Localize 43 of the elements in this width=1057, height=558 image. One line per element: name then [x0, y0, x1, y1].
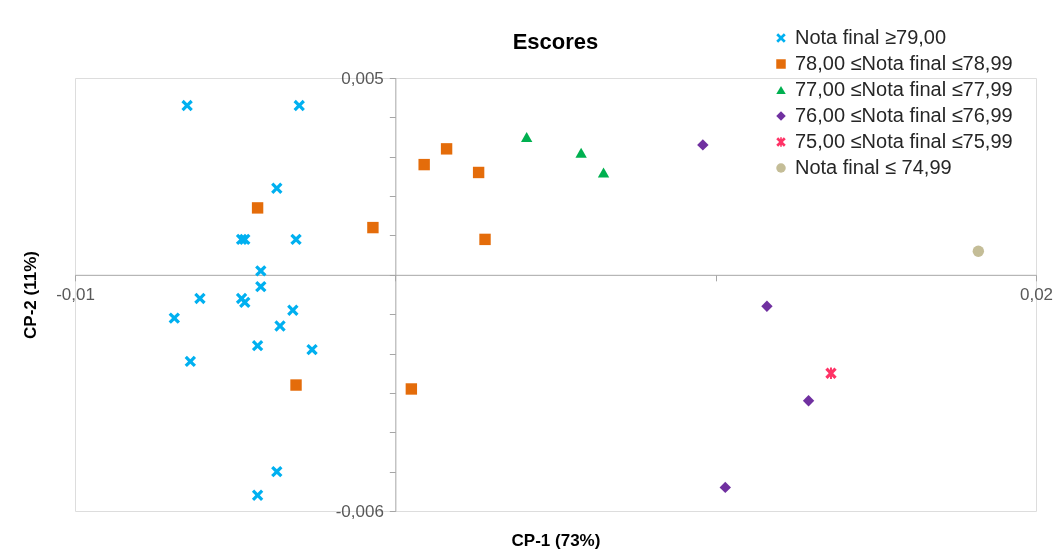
y-tick-label: -0,006 [335, 501, 384, 521]
point [367, 221, 379, 234]
point [274, 320, 286, 332]
point [802, 395, 815, 407]
x-tick-label: -0,01 [56, 285, 95, 305]
x-axis-title: CP-1 (73%) [511, 530, 601, 550]
point [255, 265, 267, 277]
point [418, 158, 430, 171]
point [440, 143, 453, 155]
legend-label: 75,00 ≤Nota final ≤75,99 [795, 130, 1013, 152]
point [239, 296, 251, 309]
point [575, 147, 587, 158]
point [472, 166, 485, 179]
point [293, 99, 305, 112]
legend-label: 78,00 ≤Nota final ≤78,99 [795, 52, 1013, 74]
point [251, 202, 264, 214]
legend-label: Nota final ≤ 74,99 [795, 156, 952, 178]
legend-label: 76,00 ≤Nota final ≤76,99 [795, 104, 1013, 126]
point [251, 489, 264, 501]
point [761, 300, 773, 313]
legend-label: Nota final ≥79,00 [795, 26, 947, 48]
point [184, 355, 197, 368]
point [520, 132, 533, 142]
point [972, 245, 985, 257]
point [239, 233, 251, 246]
point [287, 304, 299, 316]
point [405, 383, 418, 395]
point [168, 312, 180, 324]
point [825, 367, 837, 379]
y-axis-title: CP-2 (11%) [20, 251, 40, 339]
chart-title: Escores [512, 29, 599, 54]
point [479, 233, 491, 246]
y-tick-label: 0,005 [341, 68, 384, 88]
point [271, 465, 283, 478]
point [719, 481, 731, 494]
x-tick-label: 0,02 [1019, 285, 1054, 305]
point [251, 339, 264, 352]
point [597, 167, 610, 178]
point [290, 379, 302, 391]
point [697, 139, 709, 151]
point [255, 280, 267, 293]
point [271, 182, 283, 194]
legend-label: 77,00 ≤Nota final ≤77,99 [795, 78, 1013, 100]
